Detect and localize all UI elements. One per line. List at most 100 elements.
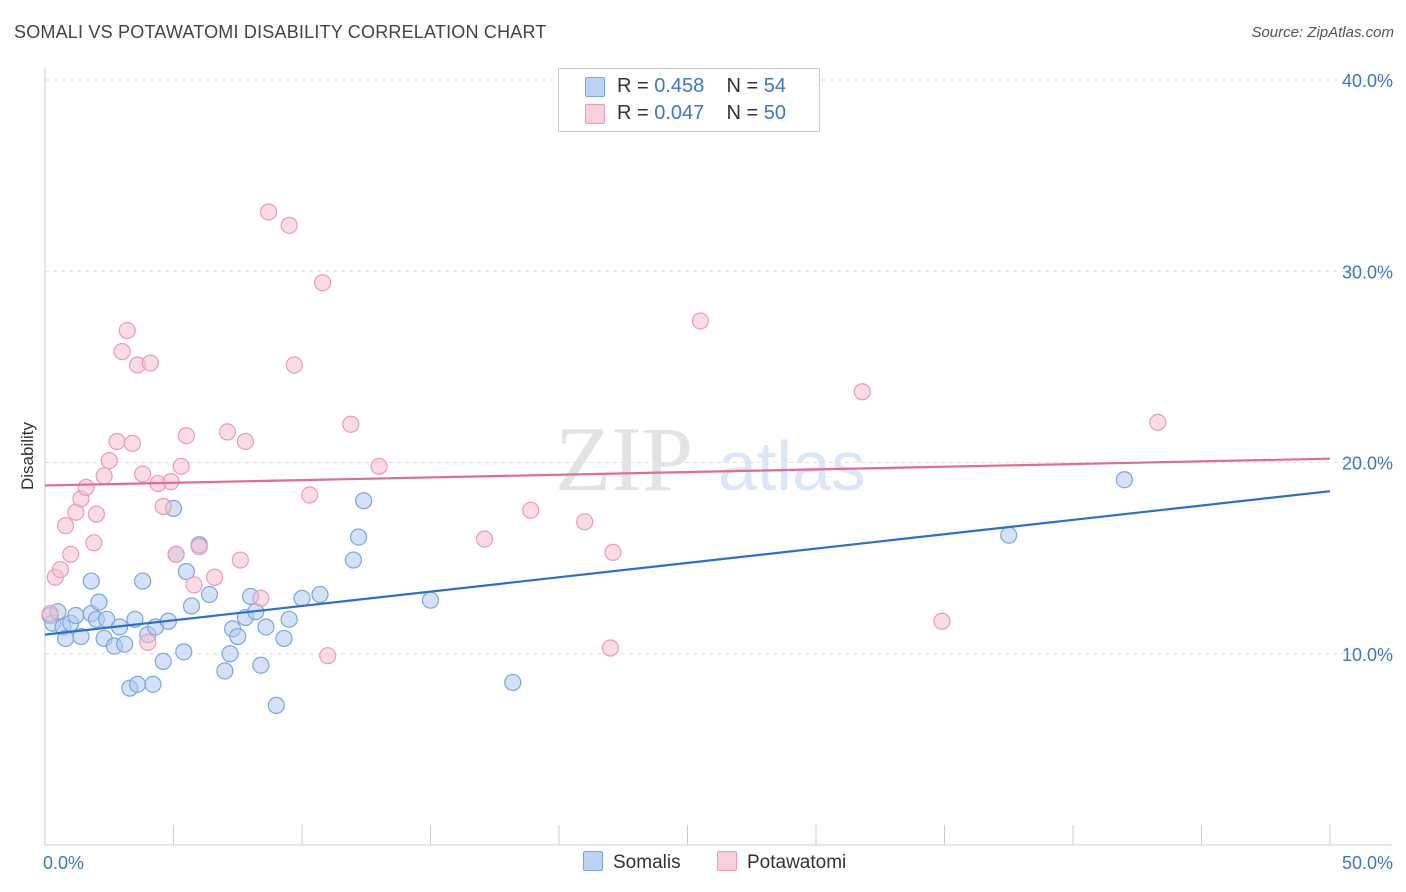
somalis-point (267, 696, 285, 714)
potawatomi-point (691, 312, 709, 330)
somalis-point (134, 572, 152, 590)
somalis-point (116, 635, 134, 653)
potawatomi-point (853, 383, 871, 401)
potawatomi-point (87, 505, 106, 523)
potawatomi-point (56, 517, 75, 535)
potawatomi-point (167, 545, 185, 563)
potawatomi-point (604, 543, 622, 561)
potawatomi-point (77, 478, 95, 496)
somalis-point (257, 618, 275, 636)
somalis-trend-line (44, 490, 1331, 636)
legend: R = 0.458 N = 54 R = 0.047 N = 50 (558, 68, 820, 132)
legend-r-label: R = (617, 75, 649, 97)
somalis-point (252, 656, 270, 674)
somalis-point (72, 627, 90, 646)
bottom-legend-swatch-potawatomi (717, 851, 737, 871)
source-credit: Source: ZipAtlas.com (1251, 24, 1394, 41)
somalis-point (154, 652, 172, 671)
somalis-point (90, 593, 108, 611)
grid-lines (45, 79, 1392, 655)
somalis-point (229, 627, 247, 646)
watermark: ZIP atlas (555, 408, 866, 510)
legend-text-potawatomi: R = 0.047 N = 50 (617, 102, 786, 125)
somalis-point (82, 572, 100, 590)
potawatomi-point (206, 568, 224, 586)
potawatomi-point (522, 501, 540, 519)
potawatomi-point (1149, 413, 1167, 431)
x-tick-label: 50.0% (1342, 853, 1393, 873)
potawatomi-point (185, 576, 203, 594)
tick-labels: 10.0% 20.0% 30.0% 40.0% 0.0% 50.0% (43, 71, 1393, 873)
potawatomi-point (85, 534, 103, 552)
potawatomi-point (313, 274, 332, 292)
legend-n-value: 50 (763, 102, 787, 124)
potawatomi-point (139, 633, 157, 651)
potawatomi-point (319, 647, 337, 665)
potawatomi-point (190, 538, 208, 556)
somalis-point (1000, 526, 1018, 544)
potawatomi-point (370, 457, 388, 475)
potawatomi-point (231, 551, 249, 569)
potawatomi-point (218, 423, 237, 441)
potawatomi-point (141, 354, 159, 372)
legend-n-label: N = (726, 102, 759, 124)
potawatomi-point (601, 639, 620, 657)
potawatomi-point (113, 342, 131, 361)
somalis-point (216, 662, 234, 680)
potawatomi-point (475, 530, 494, 548)
potawatomi-point (177, 427, 195, 445)
y-tick-label: 20.0% (1342, 454, 1393, 474)
chart-title: SOMALI VS POTAWATOMI DISABILITY CORRELAT… (14, 22, 547, 42)
somalis-point (182, 597, 201, 615)
potawatomi-point (134, 465, 152, 483)
y-tick-label: 10.0% (1342, 645, 1393, 665)
potawatomi-point (259, 203, 278, 221)
somalis-point (293, 589, 311, 607)
legend-swatch-somalis (585, 77, 605, 97)
potawatomi-point (95, 467, 113, 485)
somalis-point (177, 562, 195, 581)
potawatomi-point (236, 432, 255, 451)
somalis-point (67, 606, 85, 625)
somalis-point (344, 551, 362, 569)
somalis-point (504, 673, 522, 692)
potawatomi-point (252, 589, 270, 607)
potawatomi-point (280, 216, 298, 234)
somalis-point (175, 643, 193, 661)
axes (44, 68, 1392, 846)
legend-r-value: 0.047 (654, 102, 705, 124)
potawatomi-point (118, 321, 136, 340)
legend-n-value: 54 (763, 75, 787, 97)
potawatomi-point (933, 612, 951, 630)
potawatomi-point (41, 604, 59, 623)
somalis-point (355, 492, 373, 510)
somalis-point (421, 591, 440, 609)
somalis-point (144, 675, 162, 693)
somalis-point (280, 610, 298, 628)
watermark-atlas: atlas (718, 427, 866, 505)
somalis-point (221, 645, 239, 663)
bottom-legend-label-potawatomi: Potawatomi (747, 852, 847, 873)
bottom-legend-somalis: Somalis (583, 851, 681, 874)
potawatomi-point (154, 497, 172, 516)
trend-lines (44, 457, 1331, 636)
potawatomi-point (100, 451, 118, 470)
bottom-legend-swatch-somalis (583, 851, 603, 871)
potawatomi-point (576, 513, 594, 531)
potawatomi-trend-line (44, 457, 1331, 487)
potawatomi-point (51, 560, 70, 579)
y-tick-label: 40.0% (1342, 71, 1393, 91)
bottom-legend-potawatomi: Potawatomi (717, 851, 846, 874)
legend-r-label: R = (617, 102, 649, 124)
legend-r-value: 0.458 (654, 75, 705, 97)
bottom-legend-label-somalis: Somalis (613, 852, 681, 873)
potawatomi-point (172, 457, 190, 475)
somalis-point (200, 585, 219, 604)
somalis-point (311, 585, 329, 604)
potawatomi-points (41, 203, 1167, 665)
potawatomi-point (301, 486, 319, 504)
watermark-zip: ZIP (555, 408, 693, 510)
somalis-point (128, 675, 147, 693)
somalis-point (275, 629, 293, 648)
